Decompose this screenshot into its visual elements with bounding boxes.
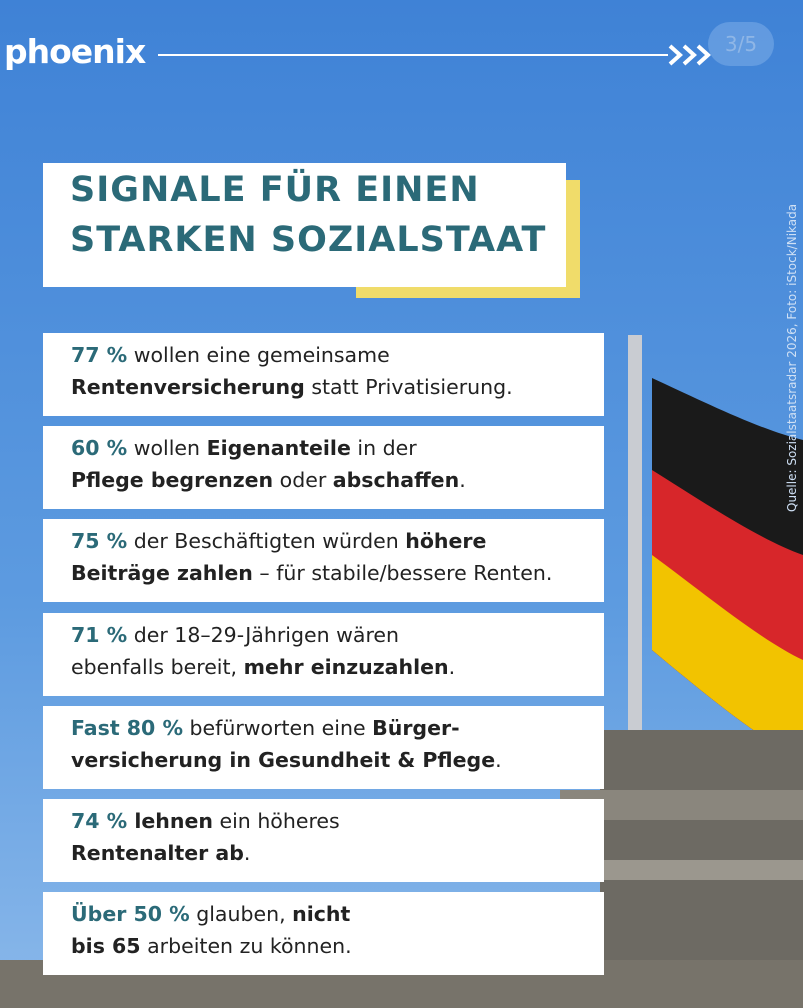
statement-line: Fast 80 % befürworten eine Bürger- (71, 716, 460, 740)
statement-text: Eigenanteile (206, 436, 351, 461)
statement-line: Rentenalter ab. (71, 841, 250, 865)
header-rule (158, 44, 711, 66)
statement-text: oder (273, 468, 333, 493)
statement-text: 74 % (71, 809, 128, 833)
statement-box: 74 % lehnen ein höheres Rentenalter ab. (43, 799, 604, 882)
statement-text: mehr einzuzahlen (243, 654, 449, 679)
statement-text: nicht (292, 902, 351, 927)
statement-text: . (448, 654, 456, 679)
title-box (43, 163, 566, 287)
statement-line: 60 % wollen Eigenanteile in der (71, 436, 417, 460)
page-indicator[interactable]: 3/5 (708, 22, 774, 66)
statement-text: bis 65 (71, 934, 141, 959)
statement-text: höhere (405, 529, 487, 554)
statement-text: der 18–29-Jährigen wären (127, 622, 400, 647)
statement-text: ein höheres (212, 809, 340, 833)
statement-text: Bürger- (372, 715, 460, 740)
statement-line: 71 % der 18–29-Jährigen wären (71, 623, 399, 647)
statement-text: ebenfalls bereit, (71, 654, 244, 679)
statement-text: 75 % (71, 529, 128, 554)
statement-text: versicherung in Gesundheit & Pflege (71, 747, 496, 772)
statement-text: – für stabile/bessere Renten. (252, 561, 553, 586)
statement-text: 71 % (71, 622, 128, 647)
statement-text: Fast 80 % (71, 715, 183, 740)
statement-line: bis 65 arbeiten zu können. (71, 934, 352, 958)
statement-line: Pflege begrenzen oder abschaffen. (71, 468, 466, 492)
statement-text: . (459, 468, 466, 493)
title-line: SIGNALE FÜR EINEN (70, 170, 480, 210)
statement-line: Über 50 % glauben, nicht (71, 902, 350, 926)
statement-text: arbeiten zu können. (140, 934, 352, 959)
statement-text: 77 % (71, 343, 128, 367)
statement-text: Rentenalter ab (71, 841, 244, 865)
logo: phoenix (4, 32, 146, 71)
statement-line: 74 % lehnen ein höheres (71, 809, 340, 833)
statement-line: Rentenversicherung statt Privatisierung. (71, 375, 513, 399)
statement-text: befürworten eine (182, 715, 373, 740)
statement-text: in der (350, 436, 417, 461)
statement-text: . (243, 841, 251, 865)
statement-text: statt Privatisierung. (304, 375, 513, 399)
statement-box: 71 % der 18–29-Jährigen wären ebenfalls b… (43, 612, 604, 696)
statement-line: 77 % wollen eine gemeinsame (71, 343, 390, 367)
statement-text: der Beschäftigten würden (127, 529, 406, 554)
statement-box: 77 % wollen eine gemeinsame Rentenversich… (43, 333, 604, 416)
statement-box: Fast 80 % befürworten eine Bürger-versic… (43, 705, 604, 789)
statement-text: Pflege begrenzen (71, 468, 274, 493)
statement-box: Über 50 % glauben, nicht bis 65 arbeiten … (43, 892, 604, 976)
statement-box: 75 % der Beschäftigten würden höhere Beit… (43, 519, 604, 603)
statement-line: 75 % der Beschäftigten würden höhere (71, 529, 486, 553)
statement-text: abschaffen (332, 468, 460, 493)
statement-text: . (495, 747, 502, 772)
statement-text: Beiträge zahlen (71, 561, 253, 586)
statement-text: lehnen (127, 809, 213, 833)
statement-text: Über 50 % (71, 902, 190, 927)
statement-line: versicherung in Gesundheit & Pflege. (71, 748, 502, 772)
statement-text: glauben, (189, 902, 293, 927)
statement-text: Rentenversicherung (71, 375, 305, 399)
statement-box: 60 % wollen Eigenanteile in der Pflege be… (43, 426, 604, 510)
statement-text: wollen (127, 436, 207, 461)
statement-line: Beiträge zahlen – für stabile/bessere Re… (71, 561, 552, 585)
statement-text: wollen eine gemeinsame (127, 343, 390, 367)
statement-line: ebenfalls bereit, mehr einzuzahlen. (71, 655, 455, 679)
credit: Quelle: Sozialstaatsradar 2026, Foto: iS… (785, 203, 799, 512)
title-line: STARKEN SOZIALSTAAT (70, 220, 547, 260)
statement-text: 60 % (71, 436, 128, 461)
